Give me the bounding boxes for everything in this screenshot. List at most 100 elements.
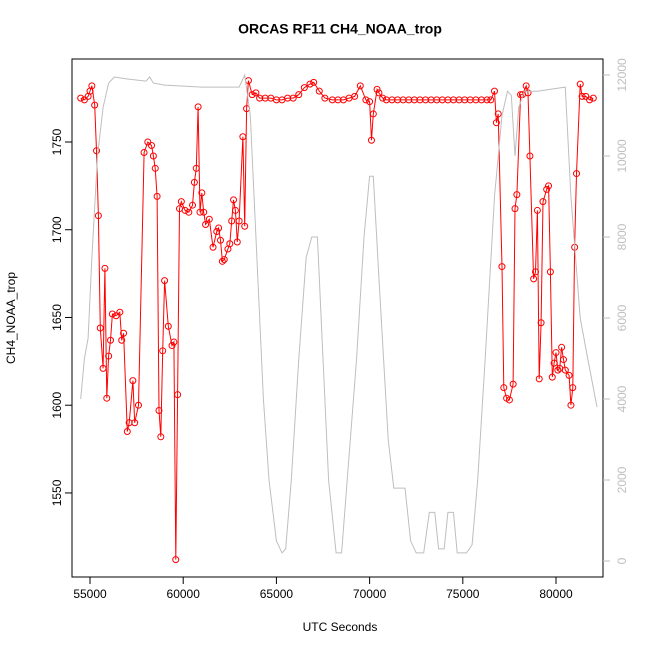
data-point [177, 198, 185, 206]
data-point [379, 94, 387, 102]
data-point [362, 96, 370, 104]
data-point [112, 312, 120, 320]
data-point [535, 375, 543, 383]
data-point [565, 371, 573, 379]
data-point [300, 84, 308, 92]
data-point [351, 92, 359, 100]
data-point [241, 222, 249, 230]
y2-tick-label: 2000 [615, 466, 629, 493]
data-point [248, 91, 256, 99]
y2-tick-label: 8000 [615, 223, 629, 250]
data-point [537, 319, 545, 327]
data-point [552, 349, 560, 357]
y-tick-label: 1600 [50, 392, 64, 419]
data-point [200, 208, 208, 216]
data-point [545, 182, 553, 190]
data-point [181, 206, 189, 214]
data-point [561, 366, 569, 374]
data-point [235, 217, 243, 225]
data-point [220, 256, 228, 264]
data-point [524, 89, 532, 97]
data-point [116, 308, 124, 316]
data-point [209, 243, 217, 251]
data-point [216, 236, 224, 244]
data-point [172, 556, 180, 564]
data-point [215, 224, 223, 232]
data-point [120, 329, 128, 337]
data-point [164, 322, 172, 330]
data-point [567, 401, 575, 409]
data-point [533, 206, 541, 214]
data-point [252, 89, 260, 97]
data-point [228, 217, 236, 225]
data-point [589, 94, 597, 102]
data-point [77, 94, 85, 102]
data-point [586, 96, 594, 104]
data-point [509, 380, 517, 388]
data-point [498, 263, 506, 271]
series-line [80, 73, 598, 554]
data-point [492, 119, 500, 127]
y2-tick-label: 12000 [615, 58, 629, 92]
data-point [107, 336, 115, 344]
data-point [157, 433, 165, 441]
data-point [226, 240, 234, 248]
data-point [559, 356, 567, 364]
data-point [151, 164, 159, 172]
data-point [134, 401, 142, 409]
data-point [140, 149, 148, 157]
data-point [543, 185, 551, 193]
x-tick-label: 55000 [73, 587, 107, 601]
data-point [80, 96, 88, 104]
data-point [505, 396, 513, 404]
data-point [306, 80, 314, 88]
data-point [366, 98, 374, 106]
data-point [159, 347, 167, 355]
data-point [513, 191, 521, 199]
data-point [511, 205, 519, 213]
data-point [573, 170, 581, 178]
data-point [569, 384, 577, 392]
data-point [194, 103, 202, 111]
data-point [189, 201, 197, 209]
data-point [161, 277, 169, 285]
data-point [483, 96, 491, 104]
data-point [532, 268, 540, 276]
data-point [93, 147, 101, 155]
data-point [94, 212, 102, 220]
data-point [315, 87, 323, 95]
data-point [105, 352, 113, 360]
data-point [550, 359, 558, 367]
data-point [88, 82, 96, 90]
x-axis-title: UTC Seconds [303, 620, 378, 634]
data-point [375, 89, 383, 97]
data-point [202, 220, 210, 228]
data-point [213, 227, 221, 235]
data-point [239, 133, 247, 141]
data-point [233, 238, 241, 246]
data-point [367, 136, 375, 144]
data-point [131, 419, 139, 427]
data-point [530, 275, 538, 283]
data-point [500, 384, 508, 392]
data-point [198, 189, 206, 197]
data-point [554, 366, 562, 374]
data-point [149, 152, 157, 160]
x-tick-label: 60000 [167, 587, 201, 601]
data-point [539, 198, 547, 206]
data-point [168, 342, 176, 350]
data-point [321, 94, 329, 102]
y2-tick-label: 0 [615, 557, 629, 564]
y-tick-label: 1750 [50, 128, 64, 155]
data-point [118, 336, 126, 344]
data-point [522, 82, 530, 90]
data-point [123, 428, 131, 436]
data-point [487, 96, 495, 104]
y2-tick-label: 4000 [615, 385, 629, 412]
x-tick-label: 80000 [539, 587, 573, 601]
data-point [369, 110, 377, 118]
data-point [289, 94, 297, 102]
data-point [582, 92, 590, 100]
chart-title: ORCAS RF11 CH4_NOAA_trop [238, 21, 442, 37]
